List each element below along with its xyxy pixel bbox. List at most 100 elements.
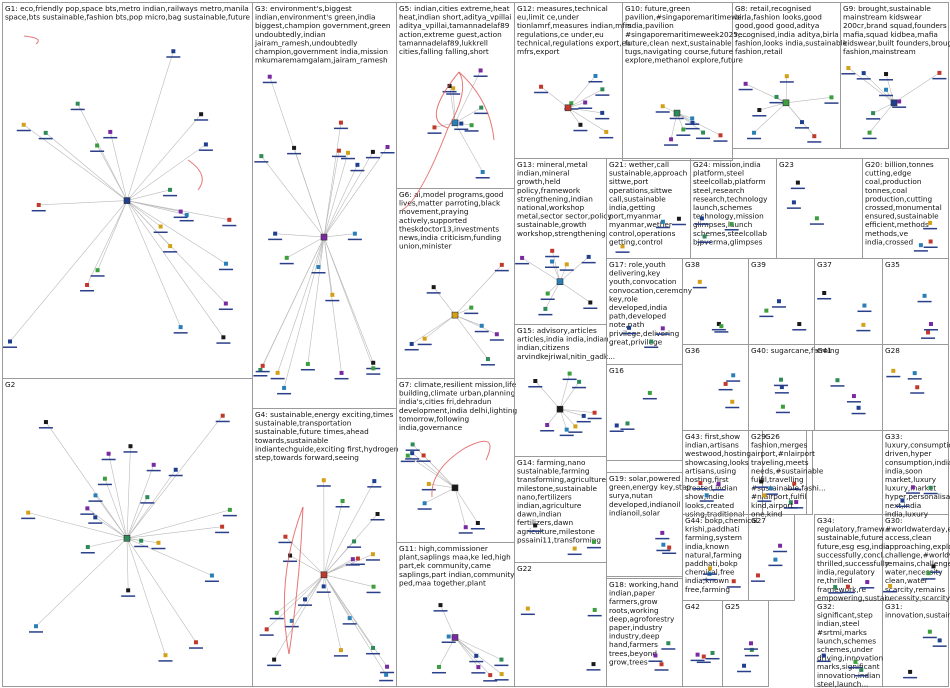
group-label-line: G38 (685, 260, 700, 269)
group-label-line: next,india (885, 501, 921, 510)
group-label: G33:luxury,consumptiondriven,hyperconsum… (885, 432, 950, 518)
node-label (366, 591, 381, 594)
graph-node (284, 255, 289, 260)
graph-node (928, 220, 933, 225)
graph-edge (407, 455, 456, 489)
node-label (253, 375, 268, 377)
hub-node (564, 104, 572, 112)
graph-node (533, 378, 538, 383)
node-label (333, 655, 348, 657)
hub-node (451, 484, 459, 492)
graph-edge (893, 72, 940, 104)
group-label-line: G39 (751, 260, 766, 269)
node-label (790, 187, 805, 190)
node-label (316, 485, 331, 487)
group-label-line: G29: (751, 432, 768, 441)
group-label-line: india,known (685, 576, 729, 585)
graph-node (762, 493, 767, 498)
node-label (932, 645, 947, 647)
graph-node (759, 479, 764, 484)
graph-node (21, 122, 26, 127)
graph-node (779, 385, 784, 390)
highlighted-edge (447, 71, 464, 129)
group-label-line: G14: farming,nano (517, 458, 586, 467)
graph-node (702, 234, 707, 239)
graph-node (578, 122, 583, 127)
group-label-line: heat,indian short,aditya_vpillai (399, 13, 512, 22)
graph-node (661, 542, 666, 547)
graph-node (845, 584, 850, 589)
node-label (347, 546, 362, 548)
graph-node (480, 170, 485, 175)
graph-edge (323, 236, 374, 363)
group-label-line: created,indian (685, 484, 738, 493)
group-g32: G32: significant,step indian,steel #srtmi,m… (814, 600, 883, 688)
node-label (750, 580, 765, 582)
group-label: G12: measures,technical eu,limit ce,under… (517, 4, 632, 56)
node-label (828, 592, 843, 594)
graph-node (173, 467, 178, 472)
graph-edge (109, 131, 128, 201)
node-label (335, 506, 350, 508)
graph-edge (454, 70, 481, 123)
node-label (841, 73, 856, 75)
node-label (179, 219, 194, 222)
node-label (857, 310, 872, 313)
graph-node (274, 610, 279, 615)
graph-node (372, 479, 377, 484)
group-g38: G38 (682, 258, 749, 345)
group-label-line: sustainable,growth (517, 220, 587, 229)
graph-node (569, 101, 574, 106)
node-label (279, 262, 294, 265)
graph-node (888, 583, 893, 588)
node-label (38, 137, 53, 140)
group-label-line: green,energy key,step (609, 483, 691, 492)
graph-node (900, 498, 905, 503)
graph-edge (323, 500, 343, 575)
graph-node (220, 524, 225, 529)
group-g43: G43: first,show indian,artisans westwood,h… (682, 430, 751, 518)
graph-node (451, 86, 456, 91)
node-label (921, 578, 936, 580)
graph-node (730, 399, 735, 404)
node-label (70, 108, 85, 111)
group-label-line: mkumaremamgalam,jairam_ramesh (255, 56, 388, 65)
graph-edge (434, 122, 456, 128)
node-label (90, 150, 105, 152)
group-label-line: G25 (725, 602, 740, 611)
graph-node (499, 657, 504, 662)
group-label: G29: fashion,merges airport,#nlairport trav… (751, 432, 826, 518)
group-label-line: indian,paper (609, 589, 655, 598)
group-label-line: innovation,sustain... (885, 611, 950, 620)
group-label: G32: significant,step indian,steel #srtmi,m… (817, 602, 883, 688)
group-label-line: getting,control (609, 237, 663, 246)
group-label-line: using,traditional (685, 509, 745, 518)
group-label-line: mafia,squad kidbea,mafia (843, 30, 938, 39)
graph-node (926, 571, 931, 576)
graph-edge (411, 452, 456, 489)
graph-node (203, 142, 208, 147)
graph-node (797, 322, 802, 327)
node-label (540, 298, 555, 301)
graph-edge (323, 574, 374, 587)
graph-node (447, 83, 452, 88)
node-label (702, 573, 717, 575)
group-label-line: glimpses,launch (693, 220, 752, 229)
graph-node (426, 481, 431, 486)
group-label-line: G15: advisory,articles (517, 326, 597, 335)
node-label (379, 679, 394, 682)
group-label: G14: farming,nano sustainable,farming tran… (517, 458, 606, 544)
graph-edge (785, 76, 788, 103)
graph-node (928, 239, 933, 244)
graph-edge (28, 512, 128, 539)
node-label (163, 194, 178, 197)
graph-node (151, 462, 156, 467)
group-label-line: explore,methanol explore,future (625, 56, 743, 65)
group-label: G30:#worldwaterday,e...access,cleanappro… (885, 516, 950, 602)
node-label (648, 660, 663, 662)
graph-edge (9, 200, 128, 342)
graph-node (707, 566, 712, 571)
node-label (90, 275, 105, 277)
graph-edge (323, 480, 375, 575)
node-label (840, 591, 855, 594)
